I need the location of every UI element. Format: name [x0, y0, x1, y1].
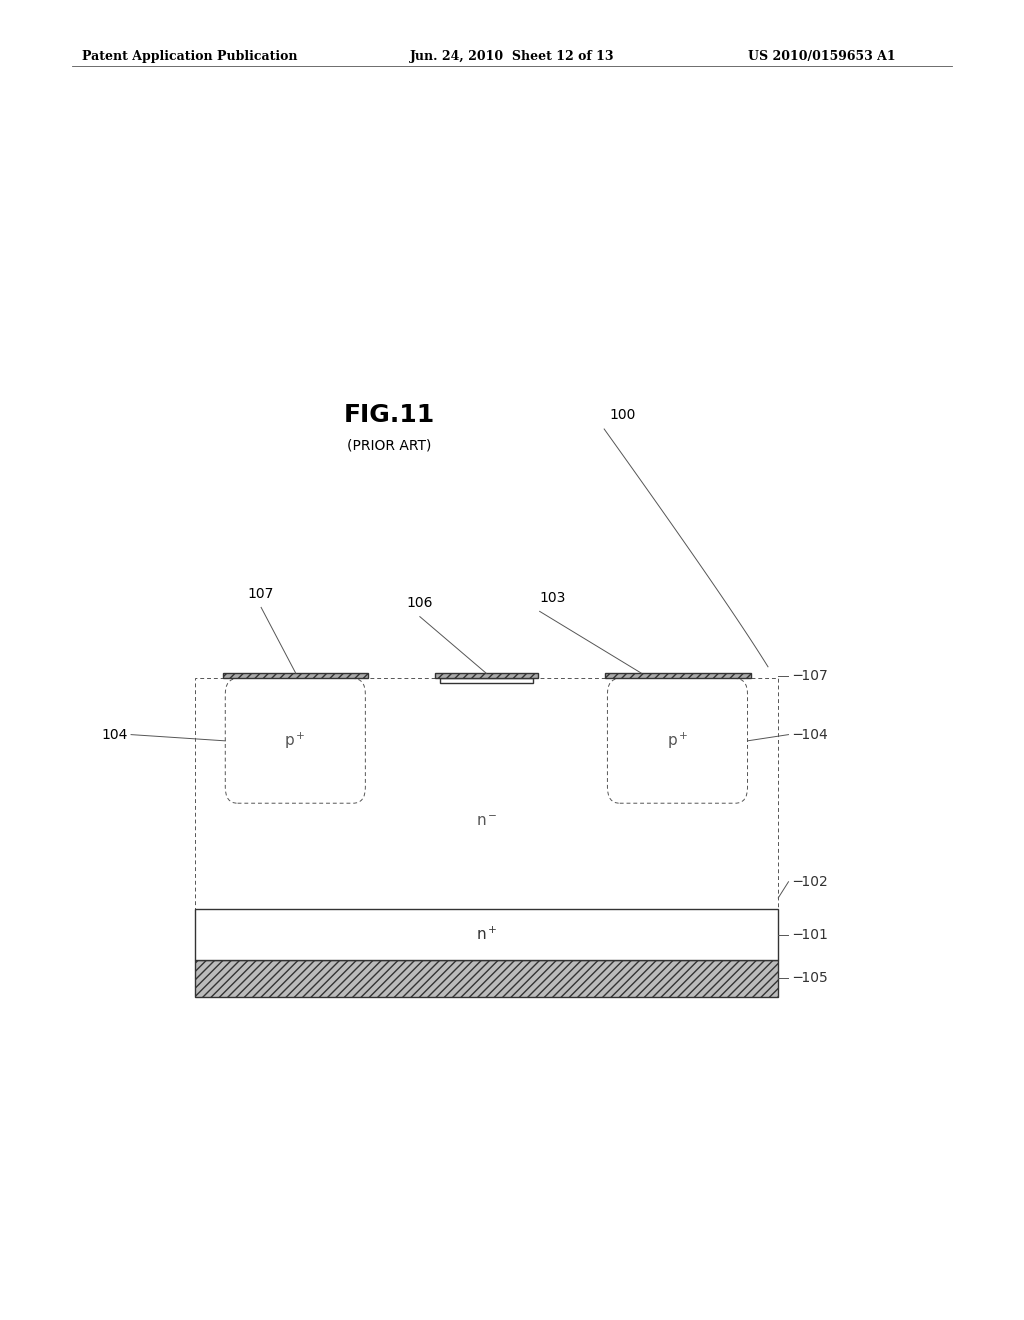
Text: 104: 104 [101, 727, 128, 742]
Text: US 2010/0159653 A1: US 2010/0159653 A1 [748, 50, 895, 63]
Bar [439, 678, 534, 682]
Bar [195, 909, 778, 960]
Bar [434, 673, 539, 678]
Text: ─105: ─105 [794, 972, 828, 985]
Bar [195, 678, 778, 909]
Text: Patent Application Publication: Patent Application Publication [82, 50, 297, 63]
Text: n$^+$: n$^+$ [475, 925, 498, 944]
Text: (PRIOR ART): (PRIOR ART) [347, 438, 431, 453]
Text: 107: 107 [248, 587, 274, 601]
Text: FIG.11: FIG.11 [343, 403, 435, 426]
Text: ─101: ─101 [794, 928, 828, 941]
Bar [223, 673, 369, 678]
Text: 103: 103 [540, 591, 566, 605]
Text: p$^+$: p$^+$ [285, 731, 306, 751]
Text: n$^-$: n$^-$ [475, 814, 498, 829]
Text: Jun. 24, 2010  Sheet 12 of 13: Jun. 24, 2010 Sheet 12 of 13 [410, 50, 614, 63]
Text: n$^+$: n$^+$ [478, 673, 495, 688]
Text: ─102: ─102 [794, 875, 828, 888]
Text: ─104: ─104 [794, 727, 828, 742]
Bar [195, 960, 778, 997]
FancyBboxPatch shape [607, 678, 748, 803]
Text: 106: 106 [407, 597, 433, 610]
Text: p$^+$: p$^+$ [667, 731, 688, 751]
FancyBboxPatch shape [225, 678, 366, 803]
Text: 100: 100 [609, 408, 636, 422]
Text: ─107: ─107 [794, 669, 828, 682]
Bar [605, 673, 751, 678]
